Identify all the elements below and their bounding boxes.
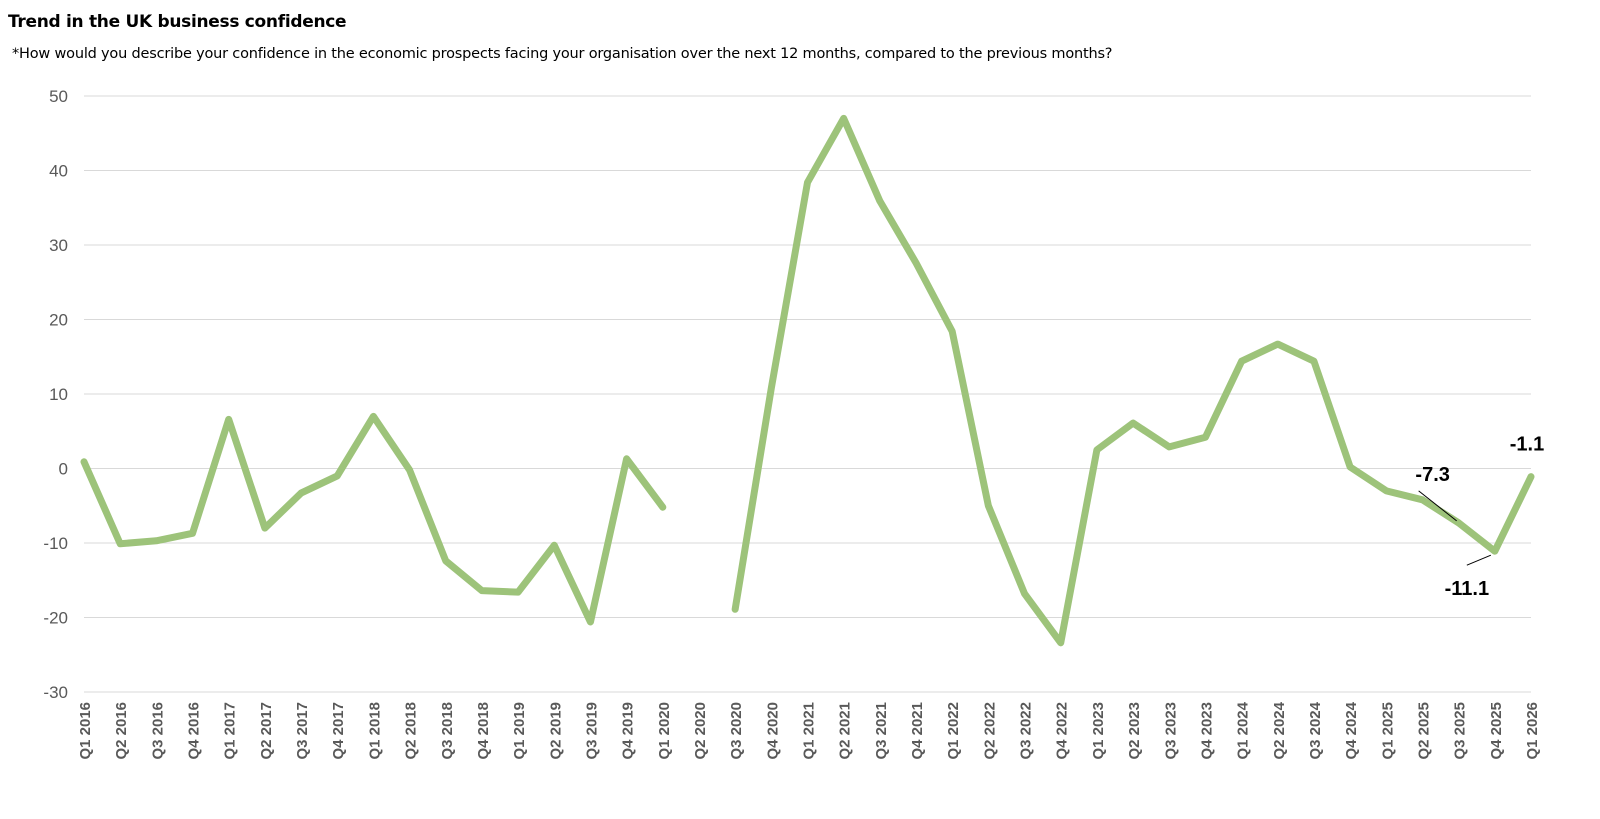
y-tick-label: 40 — [49, 162, 68, 181]
data-label: -1.1 — [1510, 434, 1544, 456]
x-tick-label: Q3 2022 — [1018, 702, 1035, 760]
x-tick-label: Q3 2021 — [873, 702, 890, 760]
x-tick-label: Q2 2020 — [692, 702, 709, 760]
x-tick-label: Q3 2024 — [1307, 701, 1324, 759]
x-tick-label: Q2 2025 — [1415, 702, 1432, 760]
y-tick-label: -20 — [43, 609, 68, 628]
x-tick-label: Q4 2018 — [475, 702, 492, 760]
y-tick-label: 0 — [59, 460, 68, 479]
x-tick-label: Q4 2019 — [620, 702, 637, 760]
x-tick-label: Q1 2017 — [222, 702, 239, 760]
x-tick-label: Q4 2021 — [909, 702, 926, 760]
x-tick-label: Q3 2025 — [1452, 702, 1469, 760]
x-tick-label: Q4 2025 — [1488, 702, 1505, 760]
x-tick-label: Q1 2026 — [1524, 702, 1541, 760]
annotation-leader-line — [1418, 490, 1457, 522]
x-tick-label: Q4 2020 — [764, 702, 781, 760]
data-label: -11.1 — [1445, 578, 1489, 600]
x-tick-label: Q3 2023 — [1162, 702, 1179, 760]
x-tick-label: Q1 2018 — [366, 702, 383, 760]
x-tick-label: Q4 2017 — [330, 702, 347, 760]
x-tick-label: Q2 2018 — [403, 702, 420, 760]
y-tick-label: 10 — [49, 385, 68, 404]
x-tick-label: Q2 2016 — [113, 702, 130, 760]
x-tick-label: Q1 2023 — [1090, 702, 1107, 760]
x-tick-label: Q1 2019 — [511, 702, 528, 760]
x-tick-label: Q2 2023 — [1126, 702, 1143, 760]
x-tick-label: Q3 2018 — [439, 702, 456, 760]
x-tick-label: Q3 2017 — [294, 702, 311, 760]
x-tick-label: Q4 2023 — [1198, 702, 1215, 760]
y-tick-label: 20 — [49, 311, 68, 330]
x-tick-label: Q1 2024 — [1235, 701, 1252, 759]
x-tick-label: Q1 2020 — [656, 702, 673, 760]
y-tick-label: -30 — [43, 683, 68, 702]
x-tick-label: Q2 2019 — [547, 702, 564, 760]
y-tick-label: -10 — [43, 534, 68, 553]
x-tick-label: Q2 2022 — [981, 702, 998, 760]
x-tick-label: Q1 2016 — [77, 702, 94, 760]
x-tick-label: Q3 2020 — [728, 702, 745, 760]
x-tick-label: Q1 2025 — [1379, 702, 1396, 760]
x-tick-label: Q4 2024 — [1343, 701, 1360, 759]
series-line — [731, 114, 1535, 647]
y-tick-label: 30 — [49, 236, 68, 255]
x-tick-label: Q3 2016 — [149, 702, 166, 760]
chart-title: Trend in the UK business confidence — [8, 12, 347, 32]
x-tick-label: Q4 2022 — [1054, 702, 1071, 760]
series-line — [80, 412, 667, 626]
x-tick-label: Q1 2022 — [945, 702, 962, 760]
x-tick-label: Q4 2016 — [186, 702, 203, 760]
x-tick-label: Q2 2017 — [258, 702, 275, 760]
y-tick-label: 50 — [49, 87, 68, 106]
x-tick-label: Q2 2024 — [1271, 701, 1288, 759]
x-tick-label: Q3 2019 — [583, 702, 600, 760]
chart-subtitle: *How would you describe your confidence … — [12, 46, 1113, 62]
data-label: -7.3 — [1415, 464, 1449, 486]
x-tick-label: Q2 2021 — [837, 702, 854, 760]
annotation-leader-line — [1466, 554, 1492, 566]
x-tick-label: Q1 2021 — [801, 702, 818, 760]
